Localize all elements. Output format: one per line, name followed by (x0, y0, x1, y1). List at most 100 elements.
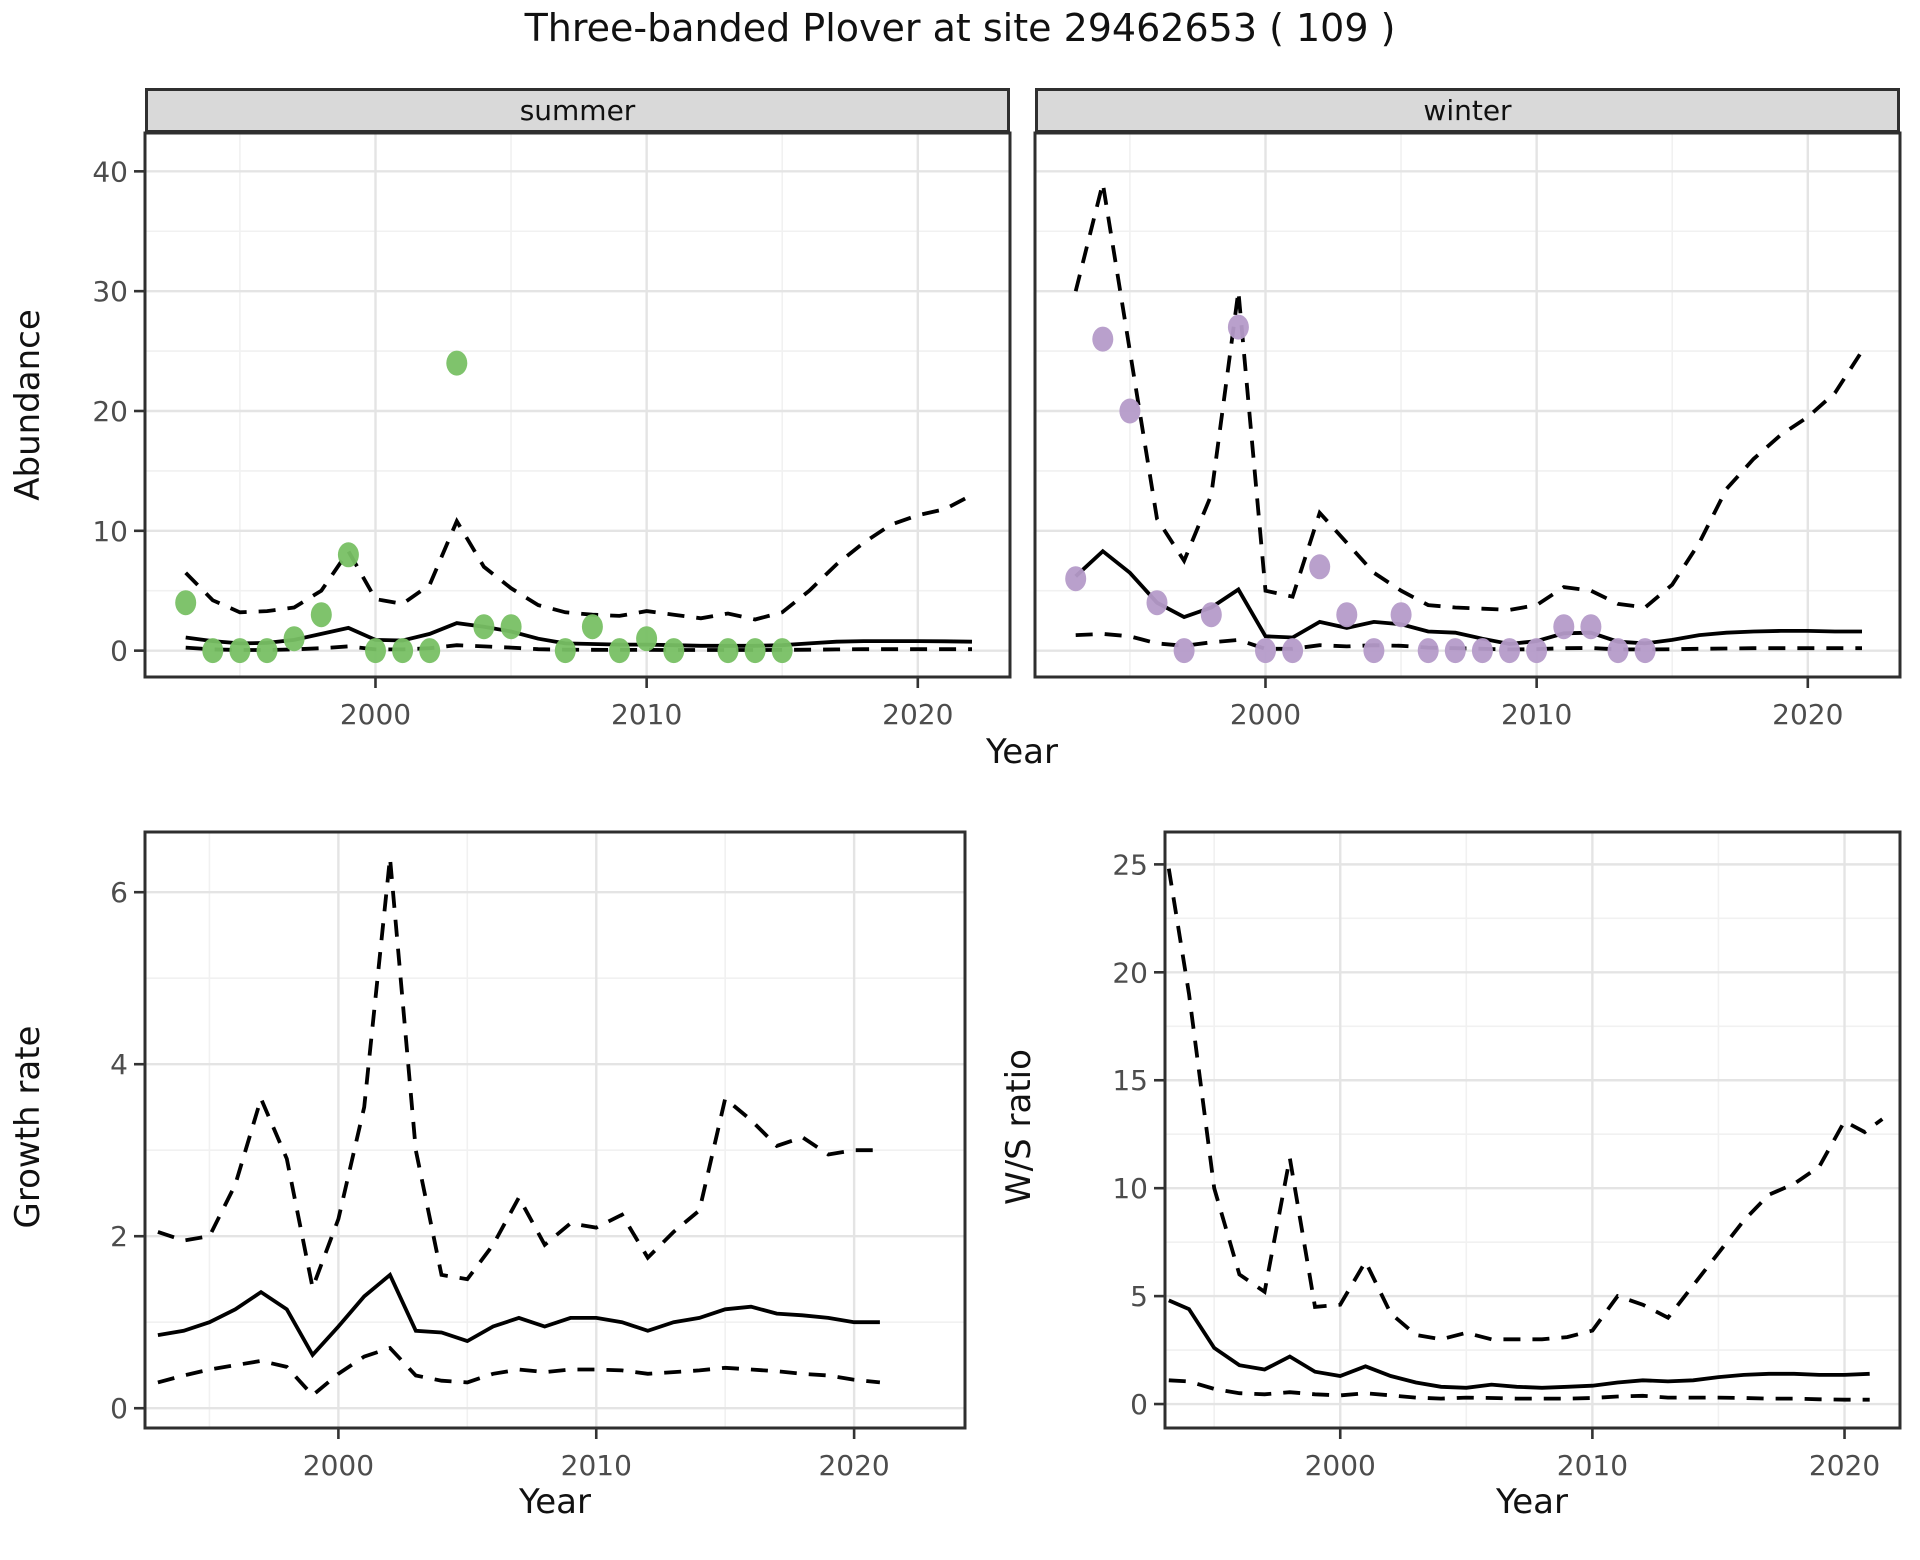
data-point (202, 638, 224, 664)
data-point (554, 638, 576, 664)
panel-border (143, 830, 967, 1430)
x-tick-label: 2020 (1772, 698, 1843, 731)
x-tick-label: 2010 (1557, 1449, 1628, 1482)
data-point (1607, 638, 1629, 664)
y-tick-label: 20 (92, 395, 128, 428)
data-point (500, 614, 522, 640)
y-tick-label: 20 (1112, 956, 1148, 989)
data-point (717, 638, 739, 664)
x-axis-title-growth-rate: Year (519, 1482, 591, 1522)
data-point (175, 590, 197, 616)
data-point (1282, 638, 1304, 664)
data-point (392, 638, 414, 664)
data-point (1417, 638, 1439, 664)
data-point (365, 638, 386, 664)
x-axis-title-ws-ratio: Year (1496, 1482, 1568, 1522)
gridlines-minor (145, 133, 1010, 677)
y-axis-title-abundance: Abundance (8, 309, 48, 501)
data-point (1336, 602, 1358, 628)
facet-strip-winter-label: winter (1423, 94, 1512, 127)
facet-strip-winter: winter (1035, 88, 1900, 133)
data-point (1173, 638, 1195, 664)
panel-border (1163, 830, 1902, 1430)
data-point (229, 638, 251, 664)
y-tick-label: 30 (92, 275, 128, 308)
observed-counts-points (1065, 314, 1656, 664)
facet-strip-summer-label: summer (519, 94, 636, 127)
y-tick-label: 15 (1112, 1064, 1148, 1097)
axis-winter: 2000 2010 2020 (1230, 677, 1843, 731)
data-point (1444, 638, 1466, 664)
y-tick-label: 0 (110, 1392, 128, 1425)
model-fit-line (157, 1271, 880, 1359)
data-point (1471, 638, 1493, 664)
y-axis-title-ws-ratio: W/S ratio (999, 1049, 1039, 1205)
y-tick-label: 5 (1130, 1280, 1148, 1313)
y-tick-label: 10 (92, 515, 128, 548)
data-point (256, 638, 278, 664)
lower-interval-line (157, 1345, 881, 1398)
data-point (1119, 398, 1141, 424)
data-point (1390, 602, 1412, 628)
y-tick-label: 6 (110, 876, 128, 909)
panel-summer: 2000 2010 2020 0 10 20 30 40 (92, 131, 1012, 731)
panel-border (1033, 131, 1902, 679)
x-tick-label: 2000 (340, 698, 411, 731)
y-tick-label: 25 (1112, 848, 1148, 881)
model-fit-line (185, 621, 973, 648)
x-tick-label: 2020 (1809, 1449, 1880, 1482)
data-point (337, 542, 359, 568)
gridlines-major (145, 832, 965, 1428)
data-point (1200, 602, 1222, 628)
data-point (1553, 614, 1575, 640)
data-point (1092, 326, 1114, 352)
observed-counts-points (175, 350, 793, 664)
page-title: Three-banded Plover at site 29462653 ( 1… (524, 6, 1396, 50)
data-point (1499, 638, 1520, 664)
panel-winter: 2000 2010 2020 (1033, 131, 1902, 731)
model-fit-line (1168, 1298, 1870, 1390)
data-point (1309, 554, 1331, 580)
data-point (473, 614, 495, 640)
x-tick-label: 2000 (303, 1449, 374, 1482)
y-tick-label: 4 (110, 1048, 128, 1081)
panel-growth_rate: 2000 2010 2020 0 2 4 6 (110, 830, 967, 1482)
data-point (419, 638, 441, 664)
data-point (771, 638, 793, 664)
axis-summer: 2000 2010 2020 0 10 20 30 40 (92, 155, 953, 731)
data-point (446, 350, 468, 376)
data-point (1526, 638, 1548, 664)
lower-interval-line (1168, 1378, 1870, 1402)
data-point (310, 602, 332, 628)
axis-ws_ratio: 2000 2010 2020 0 5 10 15 20 25 (1112, 848, 1880, 1482)
x-tick-label: 2010 (561, 1449, 632, 1482)
lower-interval-line (185, 643, 972, 652)
x-tick-label: 2000 (1305, 1449, 1376, 1482)
panel-ws_ratio: 2000 2010 2020 0 5 10 15 20 25 (1112, 830, 1902, 1482)
lower-interval-line (1075, 631, 1862, 652)
x-tick-label: 2010 (611, 698, 682, 731)
y-tick-label: 10 (1112, 1172, 1148, 1205)
axis-growth_rate: 2000 2010 2020 0 2 4 6 (110, 876, 890, 1482)
data-point (1227, 314, 1249, 340)
y-tick-label: 0 (110, 635, 128, 668)
data-point (1363, 638, 1385, 664)
upper-interval-line (1073, 182, 1864, 612)
data-point (1146, 590, 1168, 616)
x-tick-label: 2020 (882, 698, 953, 731)
x-tick-label: 2000 (1230, 698, 1301, 731)
y-axis-title-growth-rate: Growth rate (8, 1025, 48, 1229)
data-point (1255, 638, 1276, 664)
data-point (609, 638, 630, 664)
data-point (1065, 566, 1087, 592)
data-point (663, 638, 685, 664)
upper-interval-line (184, 493, 973, 622)
upper-interval-line (1166, 868, 1884, 1342)
panel-border (143, 131, 1012, 679)
data-point (283, 626, 305, 652)
data-point (636, 626, 658, 652)
y-tick-label: 0 (1130, 1388, 1148, 1421)
x-axis-title-top: Year (986, 732, 1058, 772)
